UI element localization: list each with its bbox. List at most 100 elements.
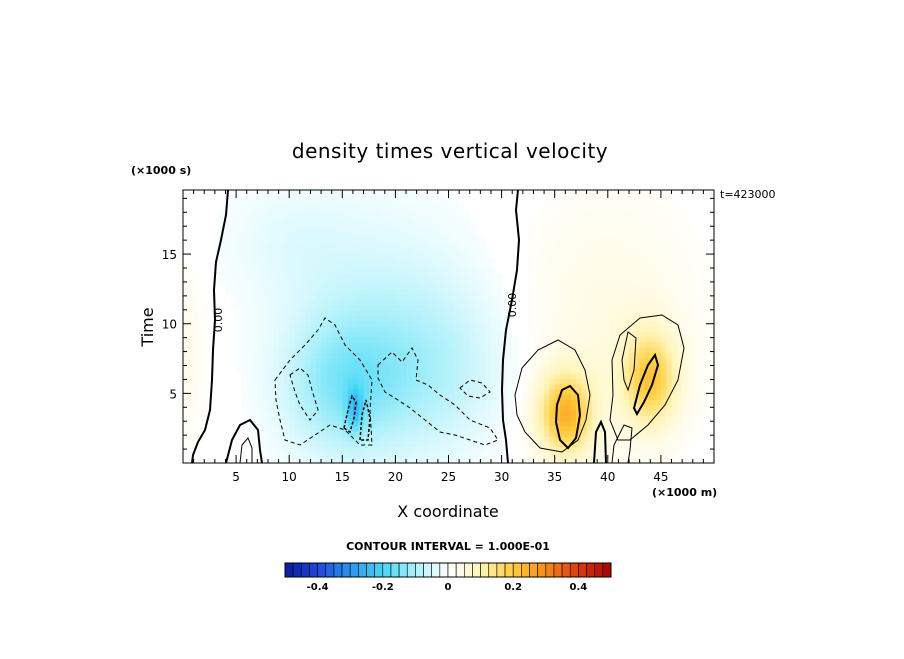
field-cell: [448, 321, 455, 328]
field-cell: [475, 316, 481, 322]
field-cell: [283, 310, 290, 317]
field-cell: [336, 436, 343, 443]
field-cell: [597, 263, 604, 270]
field-cell: [570, 310, 577, 317]
field-cell: [411, 447, 418, 454]
field-cell: [544, 232, 550, 238]
field-cell: [342, 226, 349, 233]
field-cell: [459, 205, 466, 212]
field-cell: [613, 300, 620, 307]
field-cell: [512, 326, 519, 333]
field-cell: [421, 195, 428, 202]
field-cell: [241, 232, 248, 238]
field-cell: [692, 195, 699, 202]
field-cell: [676, 242, 683, 249]
field-cell: [241, 200, 248, 207]
field-cell: [676, 431, 683, 438]
field-cell: [331, 410, 338, 417]
field-cell: [379, 415, 386, 422]
field-cell: [538, 368, 545, 375]
field-cell: [363, 379, 370, 385]
field-cell: [188, 284, 195, 291]
field-cell: [682, 268, 689, 275]
field-cell: [506, 200, 513, 207]
field-cell: [209, 258, 216, 265]
field-cell: [671, 205, 678, 212]
field-cell: [278, 258, 285, 265]
field-cell: [411, 426, 418, 433]
field-cell: [512, 321, 519, 328]
field-cell: [183, 200, 189, 207]
field-cell: [331, 431, 338, 438]
field-cell: [528, 347, 535, 354]
field-cell: [267, 363, 274, 370]
field-cell: [198, 268, 205, 275]
field-cell: [214, 263, 221, 270]
field-cell: [374, 289, 381, 296]
field-cell: [501, 226, 508, 233]
field-cell: [607, 300, 614, 307]
field-cell: [506, 268, 513, 275]
field-cell: [554, 232, 561, 238]
field-cell: [570, 431, 577, 438]
field-cell: [315, 452, 322, 459]
field-cell: [384, 200, 391, 207]
field-cell: [411, 310, 418, 317]
field-cell: [453, 457, 460, 463]
field-cell: [289, 247, 296, 254]
field-cell: [506, 274, 513, 280]
field-cell: [204, 452, 211, 459]
field-cell: [374, 436, 381, 443]
field-cell: [400, 226, 407, 233]
field-cell: [198, 405, 205, 412]
field-cell: [358, 452, 365, 459]
field-cell: [305, 358, 312, 364]
field-cell: [437, 200, 444, 207]
field-cell: [390, 405, 396, 412]
field-cell: [278, 342, 285, 349]
field-cell: [384, 268, 391, 275]
field-cell: [252, 426, 258, 433]
field-cell: [283, 394, 290, 401]
field-cell: [315, 405, 322, 412]
field-cell: [267, 211, 274, 217]
field-cell: [236, 284, 243, 291]
field-cell: [321, 321, 327, 328]
field-cell: [602, 326, 609, 333]
field-cell: [443, 232, 450, 238]
field-cell: [363, 226, 370, 233]
field-cell: [336, 352, 343, 359]
field-cell: [384, 431, 391, 438]
field-cell: [305, 347, 312, 354]
field-cell: [560, 221, 566, 228]
field-cell: [613, 337, 620, 343]
field-cell: [533, 279, 540, 286]
field-cell: [676, 326, 683, 333]
field-cell: [214, 310, 221, 317]
field-cell: [496, 326, 503, 333]
field-cell: [220, 200, 227, 207]
field-cell: [575, 379, 582, 385]
field-cell: [480, 389, 487, 396]
field-cell: [560, 373, 566, 380]
field-cell: [522, 384, 529, 391]
field-cell: [374, 268, 381, 275]
field-cell: [326, 258, 333, 265]
field-cell: [613, 279, 620, 286]
field-cell: [437, 195, 444, 202]
field-cell: [379, 300, 386, 307]
field-cell: [283, 211, 290, 217]
field-cell: [209, 415, 216, 422]
field-cell: [347, 190, 354, 196]
field-cell: [613, 247, 620, 254]
field-cell: [655, 337, 662, 343]
field-cell: [671, 221, 678, 228]
field-cell: [352, 431, 359, 438]
field-cell: [448, 342, 455, 349]
field-cell: [528, 457, 535, 463]
field-cell: [459, 405, 466, 412]
field-cell: [432, 342, 439, 349]
field-cell: [655, 200, 662, 207]
field-cell: [443, 394, 450, 401]
field-cell: [676, 415, 683, 422]
